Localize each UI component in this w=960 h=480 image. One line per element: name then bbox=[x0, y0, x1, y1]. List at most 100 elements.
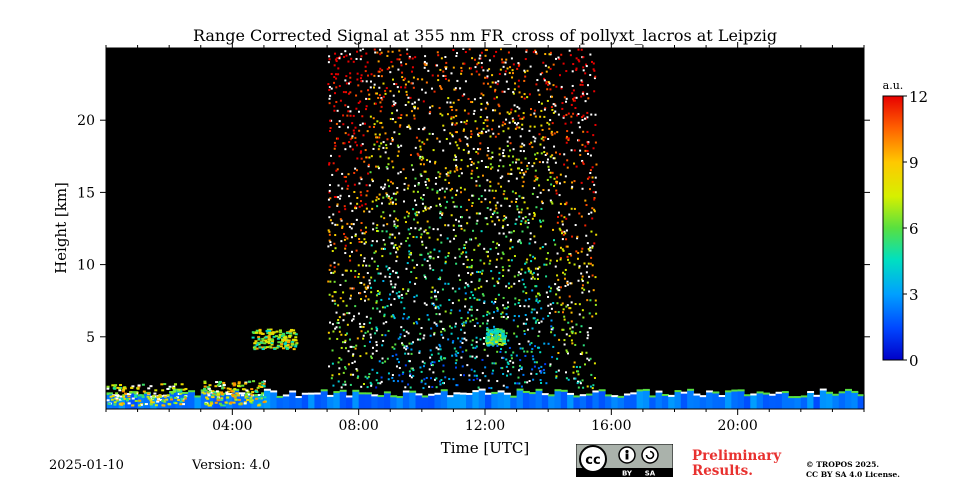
signal-pixel bbox=[517, 85, 520, 88]
signal-pixel bbox=[547, 165, 550, 168]
signal-pixel bbox=[393, 223, 396, 226]
signal-pixel bbox=[379, 155, 382, 158]
aerosol-layer-pixel bbox=[263, 396, 267, 399]
signal-pixel bbox=[510, 259, 513, 262]
signal-pixel bbox=[492, 132, 495, 135]
boundary-layer-cell bbox=[642, 389, 650, 409]
signal-pixel bbox=[558, 296, 561, 299]
signal-pixel bbox=[407, 215, 410, 218]
signal-pixel bbox=[360, 385, 363, 388]
signal-pixel bbox=[477, 134, 480, 137]
signal-pixel bbox=[419, 148, 422, 151]
signal-pixel bbox=[464, 282, 467, 285]
signal-pixel bbox=[471, 101, 474, 104]
signal-pixel bbox=[359, 355, 362, 358]
signal-pixel bbox=[352, 353, 355, 356]
signal-pixel bbox=[571, 326, 574, 329]
signal-pixel bbox=[547, 138, 550, 141]
aerosol-layer-pixel bbox=[150, 401, 154, 404]
signal-pixel bbox=[327, 198, 330, 201]
signal-pixel bbox=[475, 184, 478, 187]
signal-pixel bbox=[510, 357, 513, 360]
signal-pixel bbox=[365, 194, 368, 197]
signal-pixel bbox=[498, 125, 501, 128]
signal-pixel bbox=[376, 205, 379, 208]
aerosol-layer-pixel bbox=[263, 346, 267, 349]
aerosol-layer-pixel bbox=[502, 340, 506, 343]
signal-pixel bbox=[364, 203, 367, 206]
aerosol-layer-pixel bbox=[174, 383, 178, 386]
signal-pixel bbox=[493, 311, 496, 314]
signal-pixel bbox=[438, 197, 441, 200]
signal-pixel bbox=[562, 308, 565, 311]
signal-pixel bbox=[444, 262, 447, 265]
signal-pixel bbox=[470, 238, 473, 241]
aerosol-layer-pixel bbox=[284, 346, 288, 349]
signal-pixel bbox=[338, 357, 341, 360]
boundary-layer-top bbox=[725, 390, 732, 393]
signal-pixel bbox=[459, 374, 462, 377]
aerosol-layer-pixel bbox=[492, 339, 496, 342]
signal-pixel bbox=[416, 190, 419, 193]
signal-pixel bbox=[399, 333, 402, 336]
signal-pixel bbox=[354, 275, 357, 278]
signal-pixel bbox=[331, 250, 334, 253]
aerosol-layer-pixel bbox=[499, 339, 503, 342]
signal-pixel bbox=[430, 327, 433, 330]
signal-pixel bbox=[463, 324, 466, 327]
aerosol-layer-pixel bbox=[488, 334, 492, 337]
signal-pixel bbox=[579, 382, 582, 385]
signal-pixel bbox=[414, 177, 417, 180]
signal-pixel bbox=[381, 230, 384, 233]
signal-pixel bbox=[385, 321, 388, 324]
signal-pixel bbox=[431, 286, 434, 289]
signal-pixel bbox=[579, 154, 582, 157]
signal-pixel bbox=[507, 259, 510, 262]
signal-pixel bbox=[509, 142, 512, 145]
signal-pixel bbox=[520, 220, 523, 223]
signal-pixel bbox=[518, 195, 521, 198]
aerosol-layer-pixel bbox=[271, 332, 275, 335]
signal-pixel bbox=[439, 348, 442, 351]
signal-pixel bbox=[565, 70, 568, 73]
signal-pixel bbox=[592, 191, 595, 194]
signal-pixel bbox=[435, 346, 438, 349]
signal-pixel bbox=[540, 365, 543, 368]
signal-pixel bbox=[455, 114, 458, 117]
signal-pixel bbox=[558, 153, 561, 156]
aerosol-layer-pixel bbox=[268, 331, 272, 334]
signal-pixel bbox=[377, 292, 380, 295]
aerosol-layer-pixel bbox=[203, 380, 207, 383]
signal-pixel bbox=[485, 313, 488, 316]
signal-pixel bbox=[577, 121, 580, 124]
signal-pixel bbox=[539, 379, 542, 382]
signal-pixel bbox=[471, 355, 474, 358]
signal-pixel bbox=[374, 332, 377, 335]
signal-pixel bbox=[498, 219, 501, 222]
signal-pixel bbox=[429, 255, 432, 258]
signal-pixel bbox=[481, 293, 484, 296]
signal-pixel bbox=[480, 108, 483, 111]
signal-pixel bbox=[328, 162, 331, 165]
signal-pixel bbox=[493, 211, 496, 214]
signal-pixel bbox=[359, 123, 362, 126]
signal-pixel bbox=[389, 280, 392, 283]
signal-pixel bbox=[577, 279, 580, 282]
chart-title: Range Corrected Signal at 355 nm FR_cros… bbox=[193, 26, 777, 45]
signal-pixel bbox=[517, 240, 520, 243]
signal-pixel bbox=[450, 106, 453, 109]
signal-pixel bbox=[375, 386, 378, 389]
signal-pixel bbox=[495, 265, 498, 268]
signal-pixel bbox=[347, 110, 350, 113]
signal-pixel bbox=[373, 48, 376, 51]
signal-pixel bbox=[474, 357, 477, 360]
signal-pixel bbox=[527, 305, 530, 308]
signal-pixel bbox=[454, 325, 457, 328]
signal-pixel bbox=[502, 61, 505, 64]
signal-pixel bbox=[420, 381, 423, 384]
aerosol-layer-pixel bbox=[116, 394, 120, 397]
signal-pixel bbox=[576, 257, 579, 260]
signal-pixel bbox=[338, 57, 341, 60]
signal-pixel bbox=[487, 157, 490, 160]
signal-pixel bbox=[585, 234, 588, 237]
